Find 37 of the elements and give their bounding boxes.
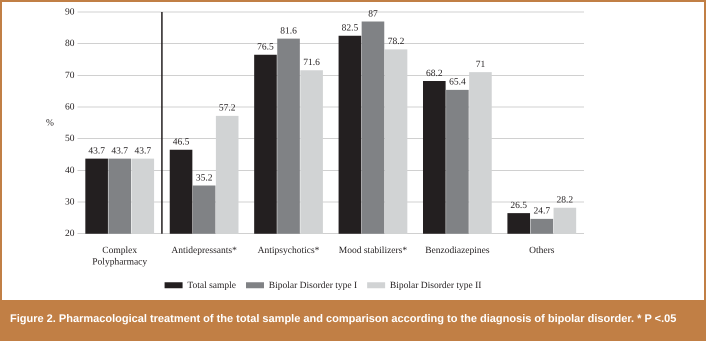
data-label: 43.7	[111, 146, 128, 156]
y-tick-label: 80	[65, 39, 75, 50]
data-label: 57.2	[218, 104, 236, 114]
x-tick-label: Complex Polypharmacy	[92, 246, 148, 268]
y-tick-label: 50	[65, 134, 75, 144]
y-tick-label: 90	[65, 8, 75, 18]
data-label: 68.2	[426, 68, 443, 79]
x-tick-label: Others	[529, 246, 555, 256]
x-tick-label: Antidepressants*	[171, 246, 238, 256]
x-tick-label: Antipsychotics*	[258, 246, 320, 256]
y-tick-label: 20	[65, 229, 75, 240]
data-label: 78.2	[388, 37, 405, 48]
data-label: 28.2	[556, 195, 574, 206]
data-label: 35.2	[196, 173, 213, 184]
y-tick-label: 60	[65, 102, 75, 113]
data-label: 46.5	[172, 138, 190, 148]
x-tick-label: Mood stabilizers*	[338, 246, 408, 256]
data-label: 82.5	[342, 24, 358, 34]
legend-label: Total sample	[187, 280, 236, 291]
y-axis-title: %	[46, 118, 54, 128]
data-label: 87	[368, 9, 378, 20]
data-label: 43.7	[88, 146, 106, 156]
data-label: 65.4	[449, 78, 466, 88]
data-label: 76.5	[257, 42, 274, 53]
y-tick-label: 30	[65, 198, 75, 208]
text: Figure 2. Pharmacological treatment of the total sample and comparison according to the diagnosis of bipolar disorder. * P <.05	[2, 300, 704, 339]
data-label: 71	[476, 60, 486, 70]
legend-label: Bipolar Disorder type II	[390, 280, 482, 291]
data-label: 26.5	[510, 200, 528, 211]
data-label: 81.6	[280, 26, 298, 36]
data-label: 43.7	[134, 146, 152, 156]
data-label: 24.7	[533, 206, 550, 217]
y-tick-label: 70	[65, 70, 75, 81]
legend-label: Bipolar Disorder type I	[268, 280, 358, 291]
y-tick-label: 40	[65, 166, 75, 176]
x-tick-label: Benzodiazepines	[425, 246, 490, 256]
data-label: 71.6	[303, 58, 320, 68]
